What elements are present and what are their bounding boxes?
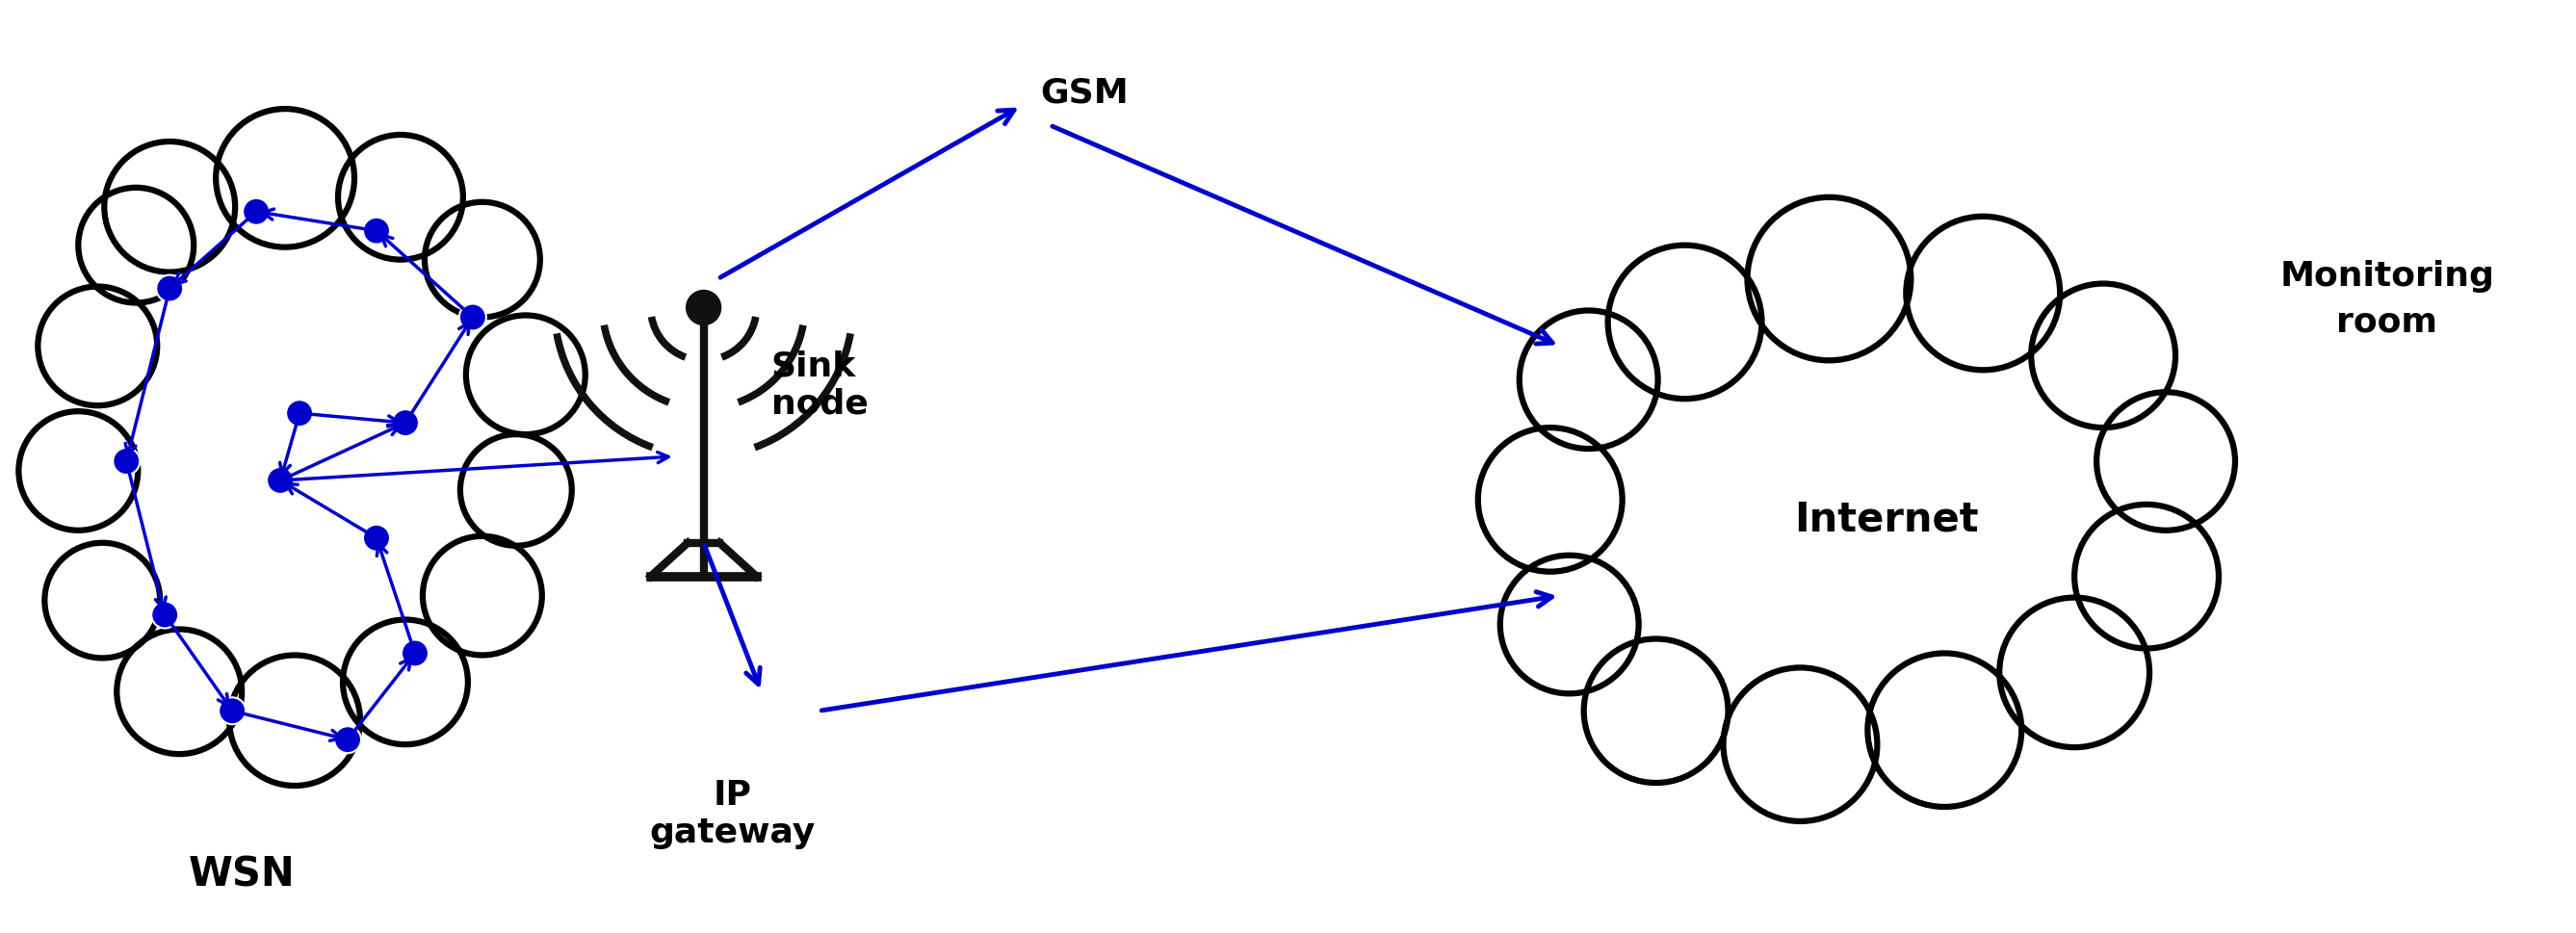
Circle shape [1906,217,2061,370]
Circle shape [425,202,541,318]
Circle shape [1584,639,1728,783]
Circle shape [343,620,469,745]
Circle shape [219,698,245,725]
Text: Internet: Internet [1795,499,1978,539]
Circle shape [268,467,294,494]
Circle shape [229,656,361,786]
Circle shape [116,630,242,754]
Circle shape [459,304,487,331]
Circle shape [363,525,389,551]
Circle shape [685,291,721,326]
Circle shape [77,188,193,303]
Text: Monitoring
room: Monitoring room [2280,259,2494,338]
Circle shape [44,543,160,659]
Circle shape [2074,505,2218,648]
Circle shape [402,640,428,667]
Circle shape [466,316,585,435]
Circle shape [39,287,157,406]
Circle shape [1999,598,2148,747]
Circle shape [1723,668,1878,821]
Circle shape [103,143,234,272]
Circle shape [335,727,361,753]
Circle shape [152,602,178,629]
Circle shape [216,110,355,248]
Text: WSN: WSN [188,854,296,895]
Circle shape [113,448,139,475]
Circle shape [2030,285,2177,428]
Ellipse shape [31,213,531,731]
Circle shape [1499,556,1638,694]
Circle shape [1607,246,1762,399]
Circle shape [1520,311,1659,449]
Circle shape [1868,653,2022,807]
Ellipse shape [1589,280,2184,720]
Circle shape [242,199,270,226]
Circle shape [286,400,314,427]
Circle shape [363,218,389,245]
Circle shape [18,411,139,531]
Text: IP
gateway: IP gateway [649,778,817,849]
Circle shape [1479,428,1623,572]
Text: Sink
node: Sink node [770,350,868,420]
Circle shape [422,536,541,656]
Circle shape [2097,393,2236,531]
Text: GSM: GSM [1041,77,1128,109]
Circle shape [337,135,464,260]
Circle shape [392,410,420,437]
Circle shape [157,275,183,302]
Circle shape [1747,198,1911,361]
Circle shape [461,435,572,546]
